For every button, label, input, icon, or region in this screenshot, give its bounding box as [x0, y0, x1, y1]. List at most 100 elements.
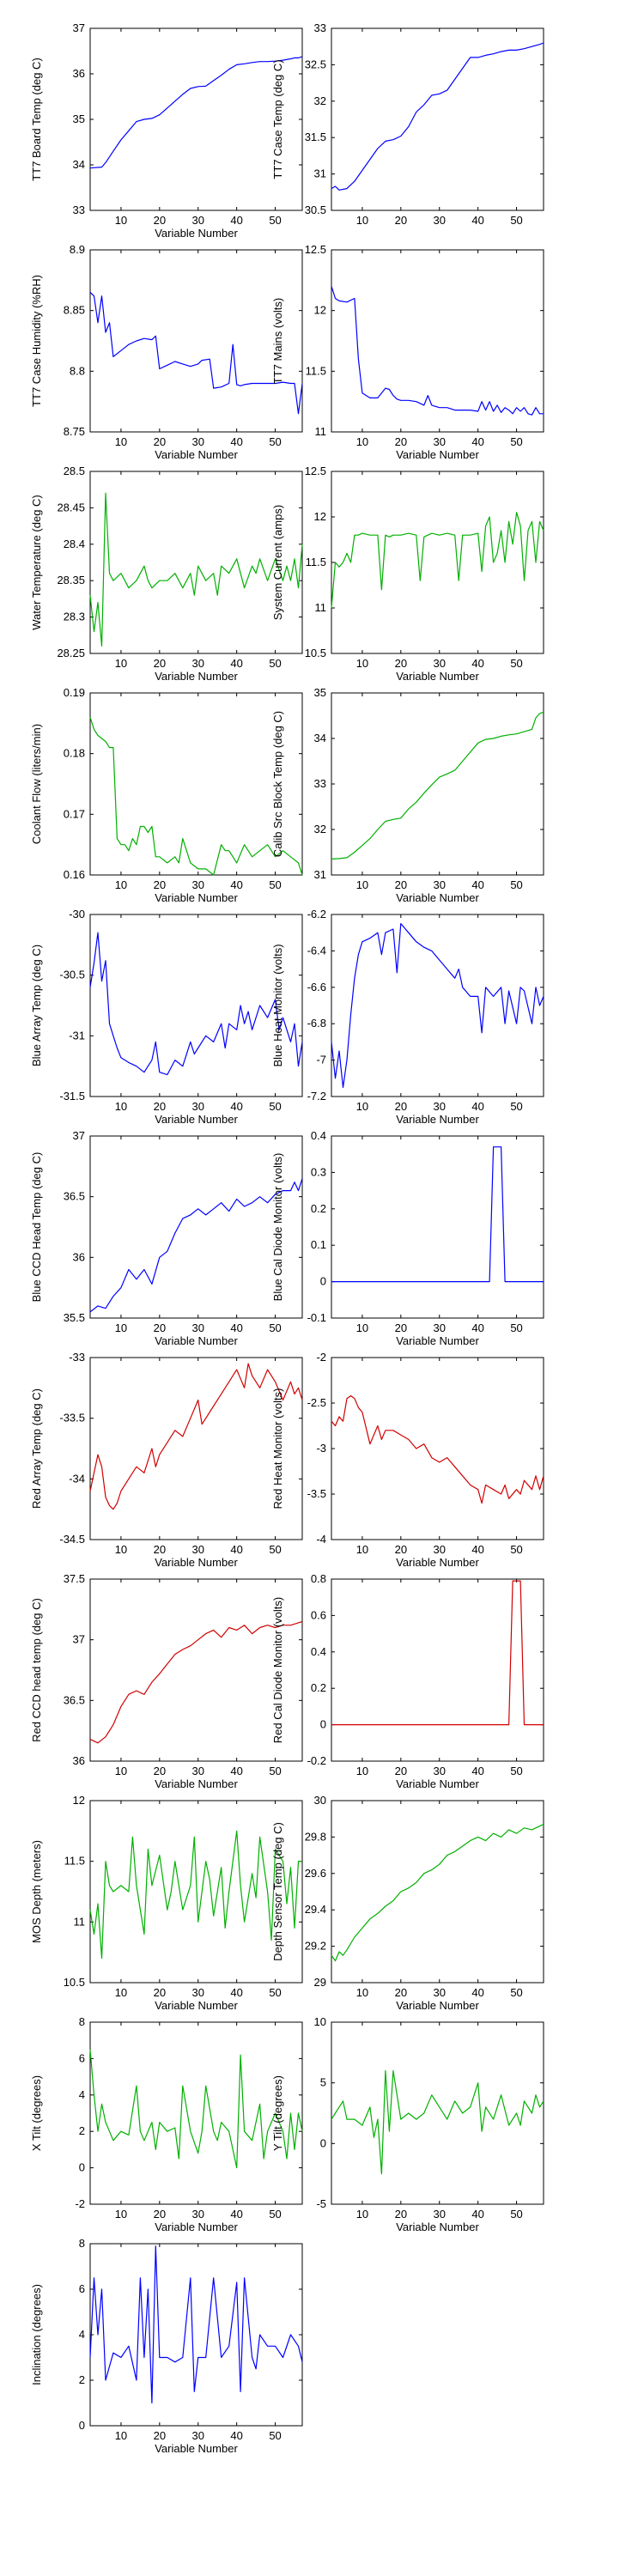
y-tick-label: 10: [314, 2015, 326, 2028]
x-tick-label: 10: [356, 435, 368, 448]
data-series-line: [89, 492, 303, 647]
x-axis-label: Variable Number: [155, 448, 238, 461]
x-tick-label: 50: [269, 1986, 281, 1999]
x-tick-label: 40: [230, 2429, 242, 2442]
data-series-line: [89, 717, 303, 876]
y-tick-label: 8.9: [70, 243, 85, 256]
x-tick-label: 40: [230, 1986, 242, 1999]
x-tick-label: 20: [154, 1543, 166, 1556]
y-tick-label: 36: [73, 1754, 85, 1767]
data-series-line: [89, 56, 303, 169]
y-tick-label: 0: [320, 1275, 326, 1288]
y-tick-label: 28.5: [64, 465, 85, 477]
y-tick-label: -33.5: [59, 1412, 85, 1425]
x-axis-label: Variable Number: [396, 448, 479, 461]
x-tick-label: 20: [154, 1321, 166, 1334]
y-tick-label: -2: [316, 1351, 326, 1364]
x-axis-label: Variable Number: [396, 1334, 479, 1347]
x-tick-label: 40: [471, 435, 483, 448]
x-tick-label: 20: [395, 878, 407, 891]
x-axis-label: Variable Number: [396, 2221, 479, 2233]
x-tick-label: 40: [230, 1765, 242, 1777]
y-tick-label: 31: [314, 868, 326, 881]
x-tick-label: 30: [434, 1543, 446, 1556]
y-tick-label: -6.6: [307, 981, 326, 993]
plot-frame: [89, 914, 303, 1097]
x-tick-label: 10: [115, 1986, 127, 1999]
data-series-line: [331, 1146, 544, 1283]
y-tick-label: -3: [316, 1442, 326, 1455]
y-tick-label: 37: [73, 1633, 85, 1646]
plot-frame: [89, 2243, 303, 2427]
y-tick-label: 31: [314, 167, 326, 180]
chart-panel-12: 10 20 30 40 50 -0.1 0 0.1 0.2 0.3 0.4 Variable Numb…: [271, 1129, 544, 1347]
plot-frame: [89, 1357, 303, 1540]
x-tick-label: 20: [395, 2208, 407, 2221]
chart-panel-4: 10 20 30 40 50 11 11.5 12 12.5 Variable Number TT7…: [271, 243, 544, 461]
plot-frame: [331, 2021, 544, 2205]
y-axis-label: TT7 Case Humidity (%RH): [30, 275, 43, 407]
y-tick-label: -33: [69, 1351, 85, 1364]
y-tick-label: 2: [79, 2373, 85, 2386]
chart-panel-21: 10 20 30 40 50 0 2 4 6 8 Variable Number Inclinatio…: [30, 2237, 303, 2455]
chart-panel-8: 10 20 30 40 50 31 32 33 34 35 Variable Number Calib…: [271, 686, 544, 904]
data-series-line: [331, 711, 544, 860]
y-axis-label: Calib Src Block Temp (deg C): [271, 711, 284, 857]
y-tick-label: 29.8: [305, 1830, 326, 1843]
x-tick-label: 40: [471, 657, 483, 670]
y-tick-label: -6.2: [307, 908, 326, 920]
x-axis-label: Variable Number: [155, 1334, 238, 1347]
data-series-line: [331, 922, 544, 1089]
y-tick-label: -6.8: [307, 1017, 326, 1030]
y-tick-label: 12.5: [305, 243, 326, 256]
y-tick-label: 12: [314, 510, 326, 523]
x-tick-label: 10: [356, 1321, 368, 1334]
plot-frame: [89, 471, 303, 654]
x-tick-label: 20: [395, 657, 407, 670]
y-axis-label: Blue Heat Monitor (volts): [271, 944, 284, 1066]
y-tick-label: 11.5: [306, 556, 326, 568]
chart-panel-14: 10 20 30 40 50 -4 -3.5 -3 -2.5 -2 Variable Number R…: [271, 1351, 544, 1569]
x-tick-label: 50: [510, 1100, 522, 1113]
x-axis-label: Variable Number: [396, 1113, 479, 1126]
x-tick-label: 10: [356, 1765, 368, 1777]
x-tick-label: 50: [269, 1321, 281, 1334]
x-tick-label: 10: [115, 435, 127, 448]
x-tick-label: 10: [115, 657, 127, 670]
x-tick-label: 40: [230, 657, 242, 670]
y-tick-label: 32: [314, 94, 326, 107]
y-tick-label: -31: [69, 1029, 85, 1042]
x-tick-label: 30: [192, 878, 204, 891]
x-tick-label: 30: [192, 1986, 204, 1999]
chart-panel-1: 10 20 30 40 50 33 34 35 36 37 Variable Number TT7 B…: [30, 21, 303, 240]
x-tick-label: 20: [395, 1543, 407, 1556]
plot-frame: [89, 27, 303, 211]
x-axis-label: Variable Number: [155, 1113, 238, 1126]
y-axis-label: System Current (amps): [271, 505, 284, 620]
x-tick-label: 40: [230, 435, 242, 448]
data-series-line: [331, 1824, 544, 1962]
x-tick-label: 50: [510, 878, 522, 891]
x-tick-label: 10: [356, 214, 368, 227]
y-tick-label: 0: [79, 2161, 85, 2174]
y-tick-label: -0.1: [307, 1311, 326, 1324]
x-tick-label: 40: [471, 878, 483, 891]
chart-panel-6: 10 20 30 40 50 10.5 11 11.5 12 12.5 Variable Numbe…: [271, 465, 544, 683]
y-tick-label: 8.85: [64, 304, 85, 317]
data-series-line: [89, 2245, 303, 2404]
y-tick-label: 28.4: [64, 538, 85, 550]
y-tick-label: -0.2: [307, 1754, 326, 1767]
x-tick-label: 10: [115, 214, 127, 227]
y-axis-label: Inclination (degrees): [30, 2284, 43, 2385]
x-tick-label: 30: [434, 214, 446, 227]
y-tick-label: -30: [69, 908, 85, 920]
y-tick-label: -6.4: [307, 944, 326, 957]
x-tick-label: 20: [395, 214, 407, 227]
x-tick-label: 30: [192, 657, 204, 670]
x-tick-label: 20: [154, 2429, 166, 2442]
y-tick-label: 0.1: [311, 1238, 326, 1251]
y-axis-label: Blue Cal Diode Monitor (volts): [271, 1153, 284, 1302]
y-axis-label: Y Tilt (degrees): [271, 2075, 284, 2151]
x-tick-label: 50: [269, 214, 281, 227]
